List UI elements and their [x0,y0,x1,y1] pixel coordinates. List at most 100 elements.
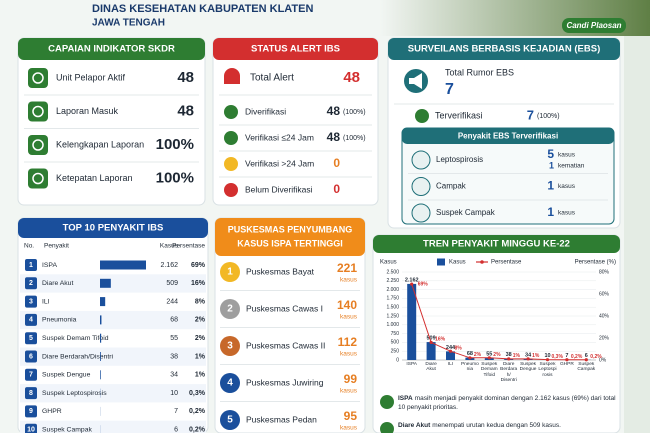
case-percent: 0,3% [189,390,206,397]
y-tick-label: 2.000 [386,287,399,293]
rank: 6 [29,353,33,360]
case-percent: 16% [191,280,206,287]
panel-header [213,38,378,60]
case-percent: 1% [195,372,206,379]
case-percent: 8% [195,298,206,305]
case-count: 55 [170,335,178,342]
case-percent: 1% [195,353,206,360]
x-tick-label: Suspek Leptospirosis [538,362,557,378]
bar [426,342,436,360]
line-marker [526,357,530,361]
x-tick-label: ILI [447,362,454,367]
disease-unit: kasus [558,183,576,190]
status-icon [224,157,238,171]
case-bar [100,370,101,380]
note-icon [380,422,394,433]
status-label: Verifikasi >24 Jam [245,158,314,168]
status-value: 48 [327,130,341,144]
y2-tick-label: 80% [599,269,610,275]
y2-axis-title: Persentase (%) [575,260,616,266]
panel-title: KASUS ISPA TERTINGGI [237,238,343,248]
total-label: Total Alert [250,73,294,84]
puskesmas-cases: 95 [344,409,358,423]
rank-badge [25,405,37,418]
point-label: 69% [418,281,429,287]
caption-badge [562,18,626,33]
line-marker [429,340,433,344]
rank-badge [25,368,37,381]
disease-name: Suspek Leptospirosis [42,390,107,397]
side-decoration [624,36,650,433]
case-count: 509 [166,280,178,287]
x-tick-label-box: Suspek Leptospirosis [538,362,557,378]
status-note: (100%) [343,135,366,142]
rank: 5 [29,335,33,342]
rank-badge [25,387,37,400]
status-value: 0 [333,182,340,196]
status-value: 48 [327,104,341,118]
y-tick-label: 2.500 [386,269,399,275]
x-tick-label: Pneumonia [460,362,479,373]
case-count: 38 [170,353,178,360]
case-percent: 0,2% [189,427,206,433]
rank-badge [25,313,37,326]
puskesmas-cases: 99 [344,372,358,386]
legend-label: Persentase [491,260,522,266]
column-header: Kasus [160,243,179,250]
column-header: Penyakit [44,243,69,250]
case-percent: 0,2% [189,408,206,415]
panel-title: STATUS ALERT IBS [251,44,340,55]
disease-icon [411,150,431,170]
case-percent: 2% [195,335,206,342]
panel-header [18,218,208,238]
icon-glyph [32,72,44,84]
point-label: 16% [435,337,446,343]
puskesmas-cases: 112 [338,335,358,349]
rank: 5 [227,415,233,426]
bar-label: 68 [467,351,473,357]
bar-label: 244 [446,345,456,351]
rank-badge [25,350,37,363]
status-icon [224,105,238,119]
x-tick-label-box: Suspek Dengue [520,362,537,372]
indicator-value: 100% [156,136,194,153]
header-subtitle: JAWA TENGAH [92,18,165,29]
bar-label: 2.162 [405,277,419,283]
bar [446,351,455,360]
panel-header [215,218,365,256]
verified-label: Terverifikasi [435,110,483,120]
note: ISPA masih menjadi penyakit dominan denga… [398,394,616,412]
disease-icon [411,203,431,223]
line-marker [410,282,414,286]
icon-glyph [32,139,44,151]
x-tick-label-box: Pneumonia [460,362,479,373]
bar-label: 34 [525,352,532,358]
y-tick-label: 1.750 [386,296,399,302]
rank: 7 [29,372,33,379]
y2-tick-label: 20% [599,335,610,341]
rank: 4 [227,378,233,389]
x-tick-label-box: Diare Akut [425,362,436,372]
x-tick-label-box: Suspek Campak [577,362,596,373]
puskesmas-name: Puskesmas Cawas II [246,340,325,350]
disease-deaths: 1 [549,160,554,170]
point-label: 0,2% [571,354,583,360]
case-bar [100,333,102,343]
x-tick-label: Suspek Campak [577,362,596,373]
status-icon [224,131,238,145]
case-unit: kasus [340,388,358,395]
panel-header [388,38,620,60]
case-count: 10 [170,390,178,397]
indicator-value: 100% [156,169,194,186]
subpanel-header [402,128,614,144]
icon-glyph [32,172,44,185]
note-highlight: Diare Akut [398,422,431,429]
rank: 2 [29,280,33,287]
case-count: 34 [170,372,178,379]
x-tick-label-box: ILI [447,362,454,367]
rank: 1 [227,267,233,278]
x-tick-label-box: GHPR [560,362,574,367]
y-tick-label: 250 [391,349,400,355]
case-unit: kasus [340,351,358,358]
point-label: 0,2% [590,354,602,360]
